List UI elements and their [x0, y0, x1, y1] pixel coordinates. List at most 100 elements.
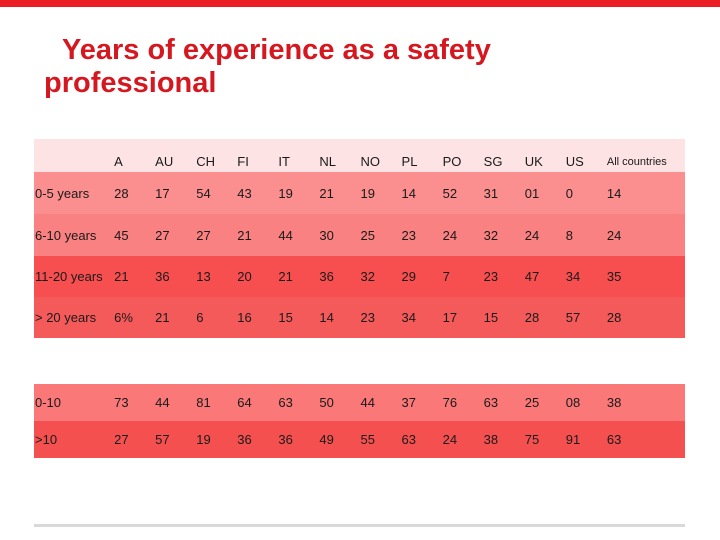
row-label: 0-10 — [35, 395, 62, 410]
column-header: All countries — [606, 155, 667, 168]
table-cell: 34 — [565, 269, 581, 284]
table-cell: 25 — [360, 227, 375, 243]
table-row: 6-10 years 45 27 27 21 44 30 25 23 24 32 24 8 24 — [34, 214, 685, 256]
table-cell: 21 — [319, 185, 334, 201]
table-cell: 6 — [196, 310, 204, 325]
table-row: 11-20 years 21 36 13 20 21 36 32 29 7 23 47 34 35 — [34, 256, 685, 297]
table-cell: 57 — [155, 432, 170, 447]
column-header: SG — [483, 154, 503, 169]
column-header: PL — [401, 154, 418, 169]
table-cell: 29 — [401, 269, 417, 284]
table-cell: 91 — [565, 432, 581, 447]
table-cell: 7 — [442, 269, 450, 284]
table-cell: 36 — [155, 269, 170, 284]
table-row: 0-5 years 28 17 54 43 19 21 19 14 52 31 01 0 14 — [34, 172, 685, 214]
table-cell: 28 — [114, 185, 129, 201]
table-cell: 14 — [401, 185, 417, 201]
table-cell: 15 — [278, 310, 293, 325]
table-cell: 21 — [155, 310, 170, 325]
table-cell: 15 — [483, 310, 499, 325]
table-cell: 16 — [237, 310, 252, 325]
table-cell: 81 — [196, 395, 211, 410]
table-cell: 63 — [606, 432, 622, 447]
page-title: Years of experience as a safety professi… — [44, 34, 644, 100]
table-cell: 73 — [114, 395, 129, 410]
table-cell: 63 — [401, 432, 417, 447]
column-header: NL — [319, 154, 337, 169]
header-corner-cell — [34, 139, 114, 172]
column-header: UK — [524, 154, 543, 169]
table-cell: 13 — [196, 269, 211, 284]
table-cell: 36 — [319, 269, 334, 284]
table-cell: 24 — [442, 227, 458, 243]
table-cell: 17 — [442, 310, 458, 325]
top-accent-bar — [0, 0, 720, 7]
table-cell: 28 — [606, 310, 622, 325]
bottom-divider — [34, 524, 685, 527]
table-row: >10 27 57 19 36 36 49 55 63 24 38 75 91 63 — [34, 421, 685, 458]
table-cell: 35 — [606, 269, 622, 284]
experience-summary-table: 0-10 73 44 81 64 63 50 44 37 76 63 25 08 38 >10 27 57 19 3… — [34, 384, 685, 458]
table-cell: 38 — [483, 432, 499, 447]
row-label: > 20 years — [35, 310, 97, 325]
table-cell: 21 — [278, 269, 293, 284]
table-cell: 08 — [565, 395, 581, 410]
column-header: IT — [278, 154, 290, 169]
row-label: 11-20 years — [35, 269, 103, 284]
table-cell: 21 — [237, 227, 252, 243]
table-cell: 44 — [278, 227, 293, 243]
table-cell: 24 — [606, 227, 622, 243]
table-cell: 0 — [565, 185, 574, 201]
table-cell: 23 — [360, 310, 375, 325]
table-header-row: A AU CH FI IT NL NO PL PO SG UK US All countries — [34, 139, 685, 172]
table-cell: 27 — [196, 227, 211, 243]
column-header: PO — [442, 154, 462, 169]
title-line-2: professional — [44, 67, 217, 99]
table-cell: 14 — [606, 185, 622, 201]
table-cell: 8 — [565, 227, 574, 243]
table-cell: 6% — [114, 310, 133, 325]
row-label: 0-5 years — [35, 185, 90, 201]
table-cell: 54 — [196, 185, 211, 201]
table-cell: 27 — [155, 227, 170, 243]
table-cell: 43 — [237, 185, 252, 201]
experience-table: A AU CH FI IT NL NO PL PO SG UK US All countries 0-5 … — [34, 139, 685, 338]
table-cell: 38 — [606, 395, 622, 410]
table-cell: 31 — [483, 185, 499, 201]
table-cell: 19 — [360, 185, 375, 201]
table-cell: 52 — [442, 185, 458, 201]
table-cell: 20 — [237, 269, 252, 284]
table-cell: 37 — [401, 395, 417, 410]
table-cell: 57 — [565, 310, 581, 325]
column-header: FI — [237, 154, 249, 169]
table-cell: 24 — [442, 432, 458, 447]
table-row: 0-10 73 44 81 64 63 50 44 37 76 63 25 08 38 — [34, 384, 685, 421]
table-row: > 20 years 6% 21 6 16 15 14 23 34 17 15 28 57 28 — [34, 297, 685, 338]
table-cell: 23 — [483, 269, 499, 284]
table-cell: 55 — [360, 432, 375, 447]
table-cell: 36 — [278, 432, 293, 447]
table-cell: 19 — [278, 185, 293, 201]
title-line-1: Years of experience as a safety — [62, 34, 491, 66]
table-cell: 17 — [155, 185, 170, 201]
table-cell: 76 — [442, 395, 458, 410]
table-cell: 75 — [524, 432, 540, 447]
table-cell: 50 — [319, 395, 334, 410]
table-cell: 19 — [196, 432, 211, 447]
table-cell: 23 — [401, 227, 417, 243]
table-cell: 21 — [114, 269, 129, 284]
table-cell: 44 — [360, 395, 375, 410]
row-label: 6-10 years — [35, 227, 97, 243]
column-header: CH — [196, 154, 216, 169]
table-cell: 24 — [524, 227, 540, 243]
table-cell: 34 — [401, 310, 417, 325]
table-cell: 32 — [483, 227, 499, 243]
row-label: >10 — [35, 432, 58, 447]
table-cell: 28 — [524, 310, 540, 325]
table-cell: 63 — [278, 395, 293, 410]
table-cell: 45 — [114, 227, 129, 243]
column-header: US — [565, 154, 584, 169]
column-header: NO — [360, 154, 380, 169]
column-header: AU — [155, 154, 174, 169]
table-cell: 36 — [237, 432, 252, 447]
